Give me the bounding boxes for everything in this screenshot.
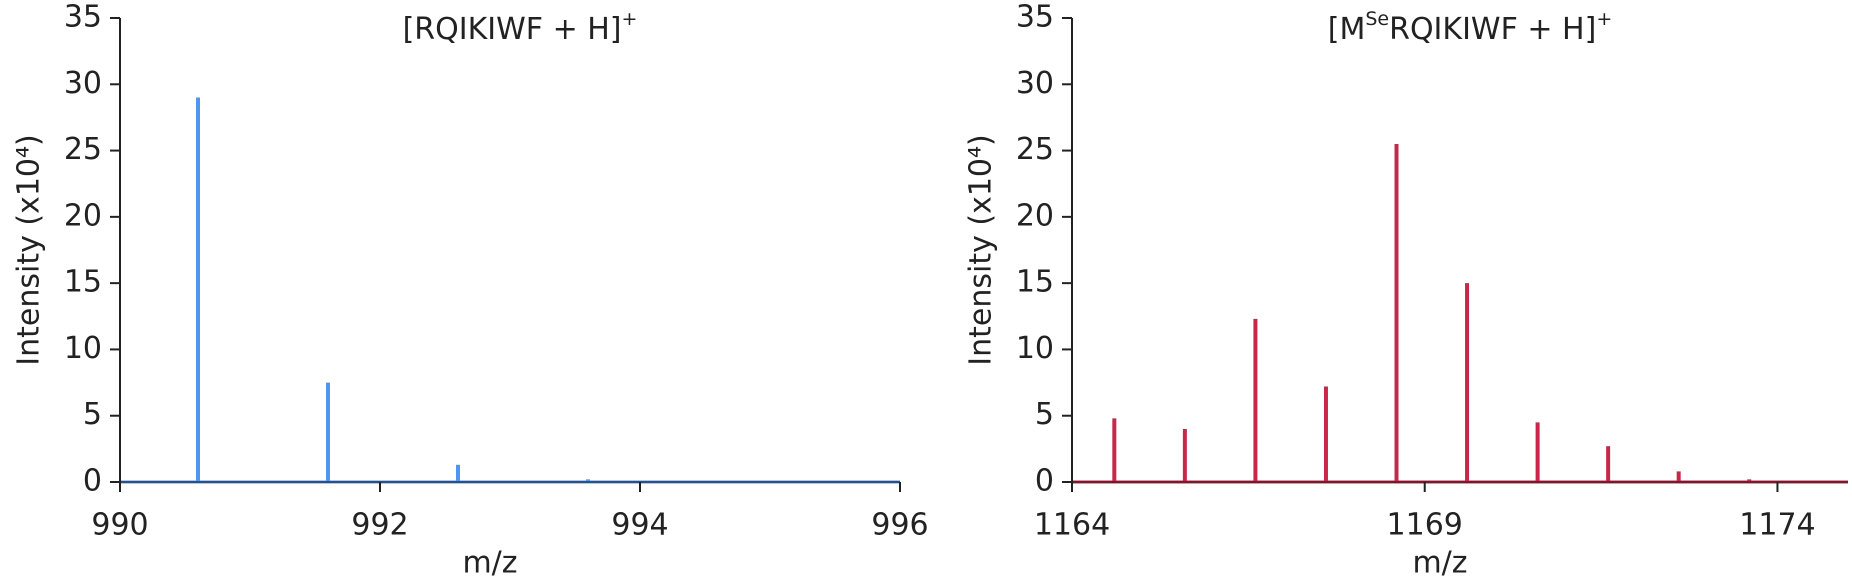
y-tick-label: 0 xyxy=(1035,464,1054,499)
y-tick-label: 10 xyxy=(64,331,102,366)
title-part: [M xyxy=(1328,12,1366,47)
title-part: [RQIKIWF + H] xyxy=(403,12,622,47)
y-tick-label: 10 xyxy=(1016,331,1054,366)
y-tick-label: 35 xyxy=(64,0,102,35)
y-tick-label: 5 xyxy=(83,397,102,432)
x-axis-label: m/z xyxy=(1412,546,1467,580)
chart: 0 5 10 15 20 25 30 35 1164 1169 1174 m/z Intensity (… xyxy=(964,0,1848,580)
x-tick-label: 1169 xyxy=(1387,508,1463,543)
y-axis-label: Intensity (x10⁴) xyxy=(964,134,999,365)
x-tick-label: 996 xyxy=(871,508,928,543)
y-tick-label: 20 xyxy=(64,198,102,233)
title-part: RQIKIWF + H] xyxy=(1389,12,1596,47)
chart-title: [RQIKIWF + H]+ xyxy=(403,8,638,47)
y-tick-label: 0 xyxy=(83,464,102,499)
title-part: Se xyxy=(1365,8,1389,30)
x-axis-label: m/z xyxy=(462,546,517,580)
y-tick-label: 35 xyxy=(1016,0,1054,35)
title-part: + xyxy=(1596,8,1612,30)
y-axis-label: Intensity (x10⁴) xyxy=(12,134,47,365)
y-tick-label: 30 xyxy=(64,66,102,101)
x-tick-label: 994 xyxy=(611,508,668,543)
y-tick-label: 5 xyxy=(1035,397,1054,432)
chart-title: [MSeRQIKIWF + H]+ xyxy=(1328,8,1612,47)
y-tick-label: 15 xyxy=(1016,265,1054,300)
title-part: + xyxy=(622,8,638,30)
x-tick-label: 990 xyxy=(91,508,148,543)
y-tick-label: 25 xyxy=(1016,132,1054,167)
x-tick-label: 1174 xyxy=(1739,508,1815,543)
x-tick-label: 1164 xyxy=(1034,508,1110,543)
y-tick-label: 25 xyxy=(64,132,102,167)
y-tick-label: 30 xyxy=(1016,66,1054,101)
chart: 0 5 10 15 20 25 30 35 990 992 994 996 m/z Intensity (… xyxy=(12,0,929,580)
y-tick-label: 15 xyxy=(64,265,102,300)
y-tick-label: 20 xyxy=(1016,198,1054,233)
x-tick-label: 992 xyxy=(351,508,408,543)
